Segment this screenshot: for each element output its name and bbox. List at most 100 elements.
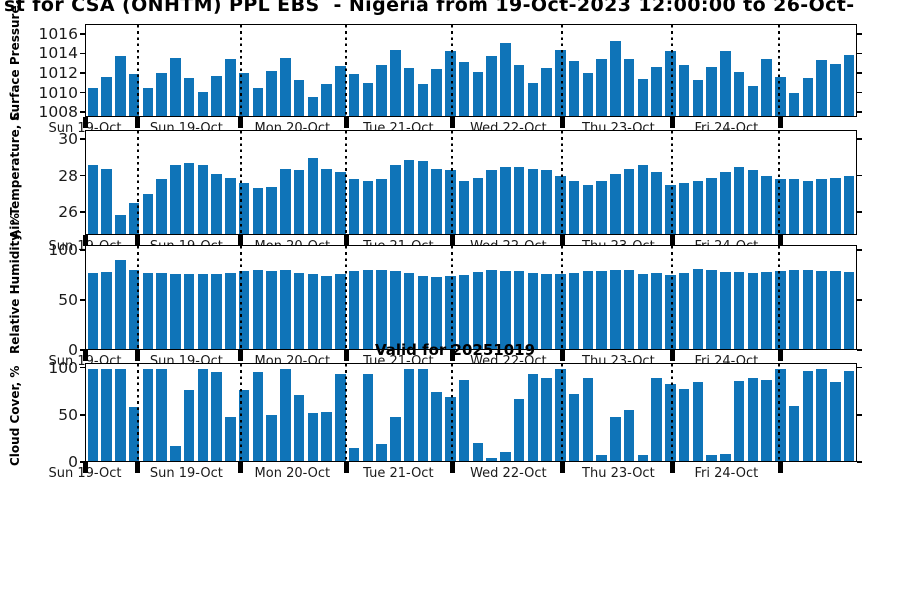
bar (843, 175, 855, 234)
bar (170, 446, 181, 461)
y-tick-mark (80, 174, 85, 177)
bar (252, 270, 264, 349)
bar (747, 86, 759, 116)
bar (293, 273, 305, 349)
y-tick-label: 26 (58, 203, 78, 222)
bar (307, 157, 319, 234)
bar (211, 174, 222, 234)
bar (390, 49, 401, 116)
bar (376, 269, 387, 349)
bar (376, 444, 387, 461)
day-gridline (560, 246, 563, 349)
bar (335, 66, 346, 116)
bar (816, 179, 827, 234)
bar (568, 393, 580, 461)
day-label: Wed 22-Oct (470, 466, 547, 481)
bar (527, 272, 539, 349)
y-tick-label: 50 (58, 291, 78, 309)
y-tick-mark (80, 299, 85, 301)
bar (692, 268, 704, 349)
bar (733, 380, 745, 461)
day-gridline (239, 364, 242, 461)
bar (128, 202, 140, 234)
bar (458, 274, 470, 349)
bar (802, 270, 814, 349)
bar (280, 368, 291, 461)
day-gridline (778, 131, 781, 234)
bar (183, 163, 195, 234)
bar (445, 397, 456, 461)
bar (128, 73, 140, 116)
bar (431, 391, 442, 461)
bar (266, 70, 277, 116)
bar (390, 271, 401, 349)
y-tick-label: 1010 (38, 83, 78, 102)
bar (197, 274, 209, 349)
bar (582, 72, 594, 116)
day-gridline (778, 25, 781, 116)
x-tick-mark (237, 117, 243, 128)
x-tick-mark (777, 117, 783, 128)
y-tick-label: 100 (48, 358, 78, 377)
bar (390, 165, 401, 234)
bar (225, 273, 236, 349)
y-tick-label: 30 (58, 130, 78, 149)
bar (472, 177, 484, 234)
x-tick-mark (559, 462, 565, 473)
bar (472, 271, 484, 349)
bar (706, 269, 717, 349)
bar (513, 65, 525, 116)
x-tick-mark (559, 235, 565, 246)
x-tick-mark (777, 235, 783, 246)
bar (142, 368, 154, 461)
bar (513, 399, 525, 461)
bar (445, 276, 456, 349)
day-label: Sun 19-Oct (149, 466, 223, 481)
y-tick-mark-right (857, 366, 862, 369)
bar (706, 67, 717, 116)
y-tick-mark-right (857, 52, 862, 55)
bar (348, 271, 360, 349)
bar (830, 382, 841, 461)
bar (307, 412, 319, 461)
bar (816, 368, 827, 461)
bar (348, 448, 360, 461)
day-gridline (136, 131, 139, 234)
day-gridline (239, 246, 242, 349)
bar (610, 270, 621, 349)
y-tick-mark-right (857, 349, 862, 351)
bar (293, 395, 305, 461)
bar (293, 79, 305, 116)
bar (197, 368, 209, 461)
x-tick-mark (134, 117, 140, 128)
day-gridline (239, 131, 242, 234)
y-tick-mark (80, 249, 85, 251)
day-gridline (136, 246, 139, 349)
bar (472, 443, 484, 461)
bar (115, 368, 126, 461)
bar (775, 368, 786, 461)
y-tick-mark (80, 138, 85, 140)
bar (486, 55, 497, 116)
y-axis-label: Surface Pressure, mb (8, 0, 22, 121)
bar (747, 272, 759, 349)
bars-layer (86, 246, 856, 349)
bar (541, 377, 552, 461)
bar (403, 68, 415, 116)
bar (417, 368, 429, 461)
bar (802, 181, 814, 234)
bar (238, 271, 250, 349)
bar (830, 270, 841, 349)
bar (225, 416, 236, 461)
bar (610, 41, 621, 116)
bar (225, 177, 236, 234)
day-gridline (136, 25, 139, 116)
bar (816, 270, 827, 349)
y-tick-mark (80, 52, 85, 55)
bar (843, 371, 855, 461)
day-label: Sun 19-Oct (48, 466, 122, 481)
day-gridline (345, 25, 348, 116)
bar (830, 177, 841, 234)
x-tick-mark (134, 235, 140, 246)
bar (596, 270, 607, 349)
